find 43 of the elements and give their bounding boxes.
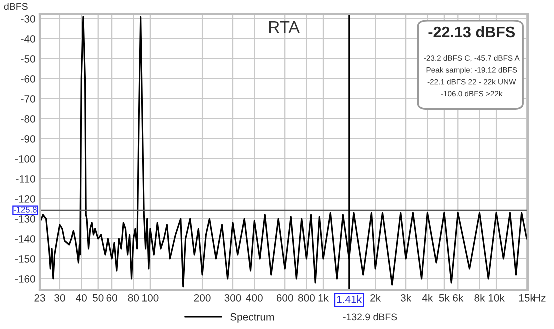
y-tick-label: -120 (15, 196, 36, 203)
y-axis-title: dBFS (4, 3, 28, 10)
x-tick-label: 10k (488, 294, 505, 302)
x-tick-label: 8k (474, 294, 486, 302)
x-tick-label: 80 (128, 294, 140, 302)
x-tick-label: 4k (422, 294, 434, 302)
y-tick-label: -140 (15, 236, 36, 243)
y-tick-label: -30 (21, 16, 36, 23)
y-tick-label: -110 (16, 176, 36, 183)
x-tick-label: 2k (370, 294, 382, 302)
x-tick-label: 40 (76, 294, 87, 302)
x-tick-label: 600 (276, 294, 294, 302)
x-tick-label: 60 (106, 294, 118, 302)
x-tick-label: 5k (439, 294, 450, 302)
y-tick-label: -100 (15, 156, 36, 163)
annotation: -22.13 dBFS (428, 26, 516, 38)
y-tick-label: -50 (21, 56, 36, 63)
x-tick-label: 30 (54, 294, 66, 302)
y-tick-label: -150 (15, 256, 36, 263)
x-tick-label: 800 (298, 294, 316, 302)
x-tick-label: 50 (92, 294, 104, 302)
x-tick-label: 6k (453, 294, 464, 302)
text: -132.9 dBFS (343, 313, 398, 321)
legend-label: Spectrum (230, 313, 274, 323)
y-tick-label: -90 (21, 136, 36, 143)
y-tick-label: -160 (15, 276, 36, 283)
x-tick-label: 3k (400, 294, 412, 302)
y-tick-label: -60 (21, 76, 36, 83)
x-tick-label: 23 (34, 294, 46, 302)
x-tick-label: 300 (224, 294, 242, 302)
ref-line-label: -125.8 (14, 206, 37, 213)
x-tick-label: 15k (519, 294, 536, 302)
x-tick-label: 100 (142, 294, 159, 302)
ref-line-label: 1.41k (337, 296, 362, 304)
y-tick-label: -130 (15, 216, 36, 223)
x-tick-label: 400 (246, 294, 263, 302)
chart-title: RTA (269, 22, 300, 33)
x-axis-title: Hz (534, 294, 546, 302)
x-tick-label: 200 (194, 294, 211, 302)
y-tick-label: -80 (21, 116, 36, 123)
x-tick-label: 1k (318, 294, 330, 302)
y-tick-label: -40 (21, 36, 36, 43)
y-tick-label: -70 (21, 96, 36, 103)
